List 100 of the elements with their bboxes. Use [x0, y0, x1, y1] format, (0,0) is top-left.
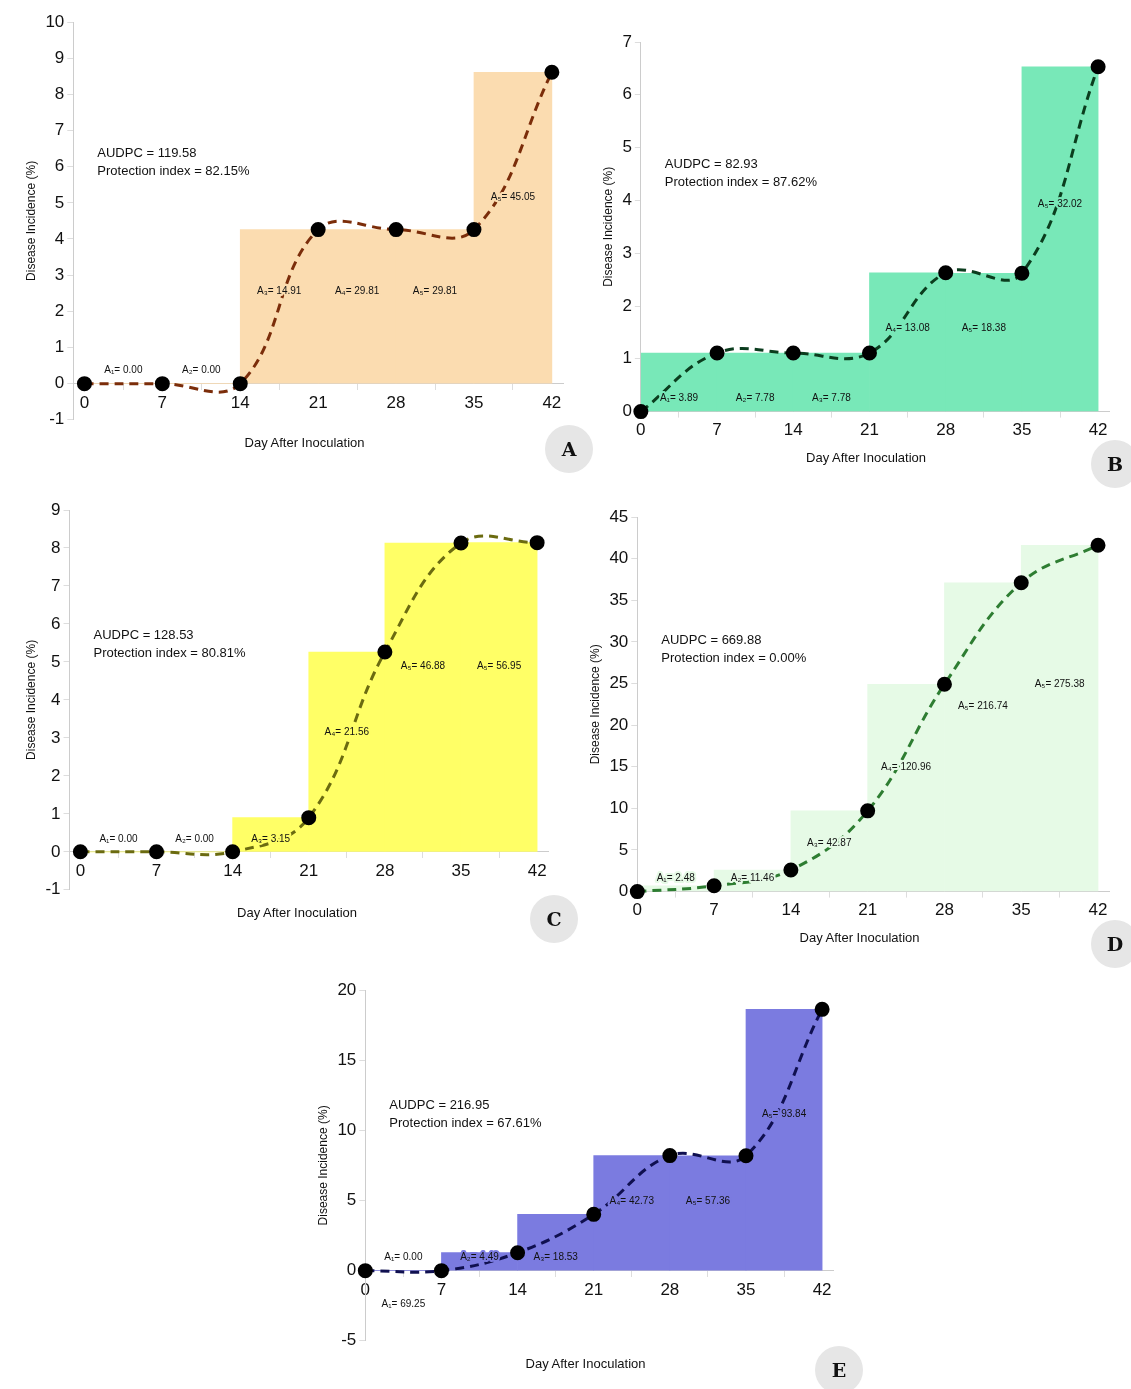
x-tick-label: 28 — [375, 860, 395, 880]
x-tick-label: 42 — [542, 392, 562, 412]
x-tick-label: 35 — [1012, 420, 1032, 440]
y-tick-label: 1 — [622, 348, 632, 368]
annotation: A₂= 0.00 — [175, 832, 215, 844]
y-tick-label: 45 — [609, 506, 629, 526]
y-tick-label: 9 — [54, 47, 65, 67]
annotation: A₅= 56.95 — [476, 660, 522, 672]
x-axis-title: Day After Inoculation — [806, 450, 926, 465]
x-tick-label: 28 — [935, 900, 954, 920]
y-tick-label: 1 — [54, 337, 65, 357]
annotation: A₁= 0.00 — [99, 832, 138, 844]
x-tick-label: 0 — [79, 392, 90, 412]
annotation: A₅= 216.74 — [957, 700, 1009, 712]
y-tick-label: 0 — [54, 373, 65, 393]
y-tick-label: 15 — [609, 756, 629, 776]
annotation: A₄= 29.81 — [334, 284, 380, 296]
annotation: Protection index = 80.81% — [93, 644, 247, 660]
x-axis-title: Day After Inoculation — [799, 930, 920, 945]
annotation: A₁= 2.48 — [656, 872, 696, 884]
x-tick-label: 35 — [464, 392, 484, 412]
annotation: AUDPC = 119.58 — [97, 144, 197, 160]
annotation: A₁= 3.89 — [659, 392, 699, 404]
x-tick-label: 35 — [1011, 900, 1031, 920]
y-tick-label: -5 — [341, 1330, 357, 1350]
annotation: A₁= 0.00 — [384, 1251, 423, 1263]
y-axis-title: Disease Incidence (%) — [600, 166, 615, 287]
x-tick-label: 0 — [75, 860, 86, 880]
y-tick-label: 0 — [51, 841, 61, 861]
annotation: A₄= 120.96 — [881, 760, 932, 772]
annotation: A₅= 46.88 — [400, 660, 446, 672]
x-tick-label: 7 — [151, 860, 162, 880]
y-tick-label: 30 — [609, 631, 629, 651]
y-tick-label: 7 — [51, 575, 61, 595]
annotation: A₁= 69.25 — [381, 1298, 426, 1310]
y-tick-label: 15 — [337, 1049, 357, 1069]
y-tick-label: 20 — [337, 979, 357, 999]
x-tick-label: 14 — [508, 1279, 528, 1299]
x-tick-label: 0 — [636, 420, 646, 440]
y-tick-label: 4 — [51, 689, 61, 709]
y-tick-label: -1 — [45, 879, 61, 899]
x-tick-label: 28 — [386, 392, 406, 412]
x-tick-label: 35 — [451, 860, 471, 880]
x-axis-title: Day After Inoculation — [237, 905, 357, 920]
annotation: AUDPC = 669.88 — [661, 632, 762, 648]
y-tick-label: 10 — [337, 1120, 357, 1140]
x-tick-label: 14 — [783, 420, 803, 440]
y-axis-title: Disease Incidence (%) — [315, 1105, 330, 1226]
x-tick-label: 21 — [858, 900, 878, 920]
x-tick-label: 28 — [660, 1279, 680, 1299]
y-tick-label: 8 — [54, 84, 65, 104]
annotation: A₅= 275.38 — [1034, 677, 1086, 689]
x-tick-label: 14 — [230, 392, 250, 412]
y-tick-label: 4 — [622, 190, 632, 210]
annotation: A₃= 42.87 — [807, 836, 852, 848]
annotation: A₂= 0.00 — [181, 364, 222, 376]
y-tick-label: 2 — [622, 295, 632, 315]
annotation: A₂= 7.78 — [735, 392, 775, 404]
y-tick-label: 1 — [51, 803, 61, 823]
y-tick-label: 10 — [45, 11, 65, 31]
y-tick-label: 35 — [609, 589, 629, 609]
y-tick-label: 2 — [54, 301, 65, 320]
y-tick-label: 0 — [346, 1260, 357, 1280]
x-tick-label: 35 — [736, 1279, 756, 1299]
y-tick-label: 5 — [346, 1190, 357, 1210]
x-tick-label: 7 — [157, 392, 168, 412]
y-tick-label: 5 — [622, 137, 632, 157]
x-tick-label: 21 — [860, 420, 879, 440]
annotation: A₃= 14.91 — [257, 284, 302, 296]
annotation: Protection index = 82.15% — [97, 162, 250, 178]
annotation: A₅= 45.05 — [490, 190, 536, 202]
x-tick-label: 7 — [436, 1279, 447, 1299]
y-axis-title: Disease Incidence (%) — [587, 644, 602, 765]
x-tick-label: 42 — [812, 1279, 832, 1299]
y-tick-label: 5 — [54, 192, 65, 212]
x-tick-label: 21 — [584, 1279, 604, 1299]
annotation: Protection index = 87.62% — [664, 173, 818, 189]
y-tick-label: 2 — [51, 765, 61, 785]
y-tick-label: 9 — [51, 499, 61, 519]
y-tick-label: 4 — [54, 228, 65, 248]
annotation: A₅= 18.38 — [961, 322, 1007, 334]
x-tick-label: 42 — [1088, 420, 1108, 440]
annotation: A₃= 3.15 — [251, 832, 291, 844]
y-tick-label: 3 — [54, 264, 65, 284]
x-tick-label: 7 — [709, 900, 719, 920]
y-tick-label: 7 — [622, 31, 632, 51]
y-tick-label: 40 — [609, 548, 629, 568]
y-tick-label: 3 — [51, 727, 61, 747]
x-tick-label: 14 — [223, 860, 243, 880]
x-tick-label: 21 — [299, 860, 319, 880]
y-tick-label: 20 — [609, 714, 629, 734]
y-axis-title: Disease Incidence (%) — [23, 160, 38, 281]
y-tick-label: 5 — [51, 651, 61, 671]
annotation: Protection index = 67.61% — [389, 1115, 542, 1131]
x-tick-label: 14 — [781, 900, 801, 920]
annotation: A₁= 0.00 — [104, 364, 143, 376]
annotation: Protection index = 0.00% — [661, 650, 807, 666]
annotation: AUDPC = 128.53 — [93, 626, 194, 642]
annotation: A₃= 7.78 — [811, 392, 852, 404]
annotation: A₅= 57.36 — [685, 1195, 731, 1207]
